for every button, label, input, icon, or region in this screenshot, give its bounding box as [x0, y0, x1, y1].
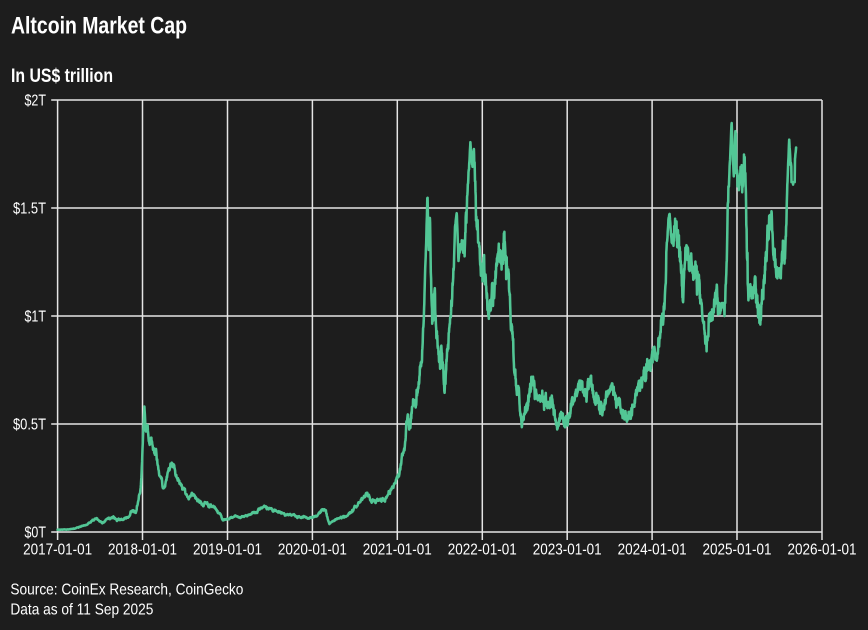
svg-text:$0T: $0T: [25, 525, 47, 542]
svg-text:2023-01-01: 2023-01-01: [533, 542, 602, 559]
svg-text:2020-01-01: 2020-01-01: [278, 542, 347, 559]
svg-text:2017-01-01: 2017-01-01: [23, 542, 92, 559]
svg-text:2019-01-01: 2019-01-01: [193, 542, 262, 559]
svg-text:Altcoin Market Cap: Altcoin Market Cap: [11, 13, 187, 40]
svg-text:2021-01-01: 2021-01-01: [363, 542, 432, 559]
svg-text:In US$ trillion: In US$ trillion: [11, 66, 113, 87]
svg-text:Data as of 11 Sep 2025: Data as of 11 Sep 2025: [10, 602, 153, 619]
svg-text:$0.5T: $0.5T: [13, 417, 46, 434]
svg-text:Source: CoinEx Research, CoinG: Source: CoinEx Research, CoinGecko: [10, 582, 243, 599]
svg-text:2026-01-01: 2026-01-01: [788, 542, 857, 559]
svg-text:2025-01-01: 2025-01-01: [703, 542, 772, 559]
svg-text:2024-01-01: 2024-01-01: [618, 542, 687, 559]
svg-text:$1.5T: $1.5T: [13, 201, 46, 218]
svg-text:2018-01-01: 2018-01-01: [108, 542, 177, 559]
svg-text:2022-01-01: 2022-01-01: [448, 542, 517, 559]
svg-text:$1T: $1T: [25, 309, 47, 326]
svg-text:$2T: $2T: [25, 93, 47, 110]
